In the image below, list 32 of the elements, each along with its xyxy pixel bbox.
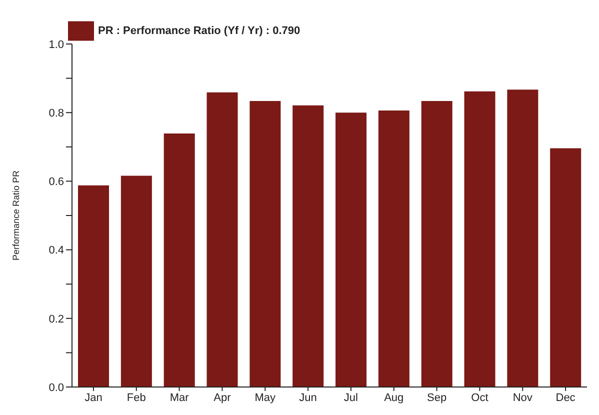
x-tick-label: Nov [512, 392, 533, 404]
x-tick-label: Jun [299, 392, 317, 404]
y-tick-label: 0.0 [48, 382, 64, 394]
y-tick-label: 0.2 [48, 313, 64, 326]
bar [292, 105, 324, 387]
y-tick-label: 1.0 [48, 38, 64, 51]
bar [250, 100, 281, 387]
bar [164, 134, 195, 387]
x-tick-label: Oct [471, 392, 488, 404]
x-tick-label: Aug [384, 392, 404, 404]
x-tick-label: Jul [344, 392, 358, 404]
legend-label: PR : Performance Ratio (Yf / Yr) : 0.790 [98, 24, 300, 37]
x-tick-label: Sep [427, 392, 447, 404]
bar [464, 91, 496, 387]
x-tick-label: Feb [126, 392, 146, 404]
y-axis-title: Performance Ratio PR [11, 170, 22, 261]
bar [336, 112, 367, 387]
y-tick-label: 0.6 [48, 176, 64, 188]
x-tick-label: Apr [214, 392, 232, 404]
bar [120, 176, 152, 387]
bar [507, 90, 538, 387]
x-tick-label: Jan [84, 392, 102, 404]
x-tick-label: Dec [556, 392, 576, 404]
bar [78, 185, 110, 387]
bar [421, 100, 452, 387]
x-tick-label: May [254, 392, 276, 404]
y-tick-label: 0.8 [48, 108, 64, 120]
x-tick-label: Mar [170, 392, 190, 404]
bar [206, 92, 238, 387]
bar [550, 148, 582, 387]
y-tick-label: 0.4 [48, 244, 64, 257]
bar [378, 110, 410, 387]
